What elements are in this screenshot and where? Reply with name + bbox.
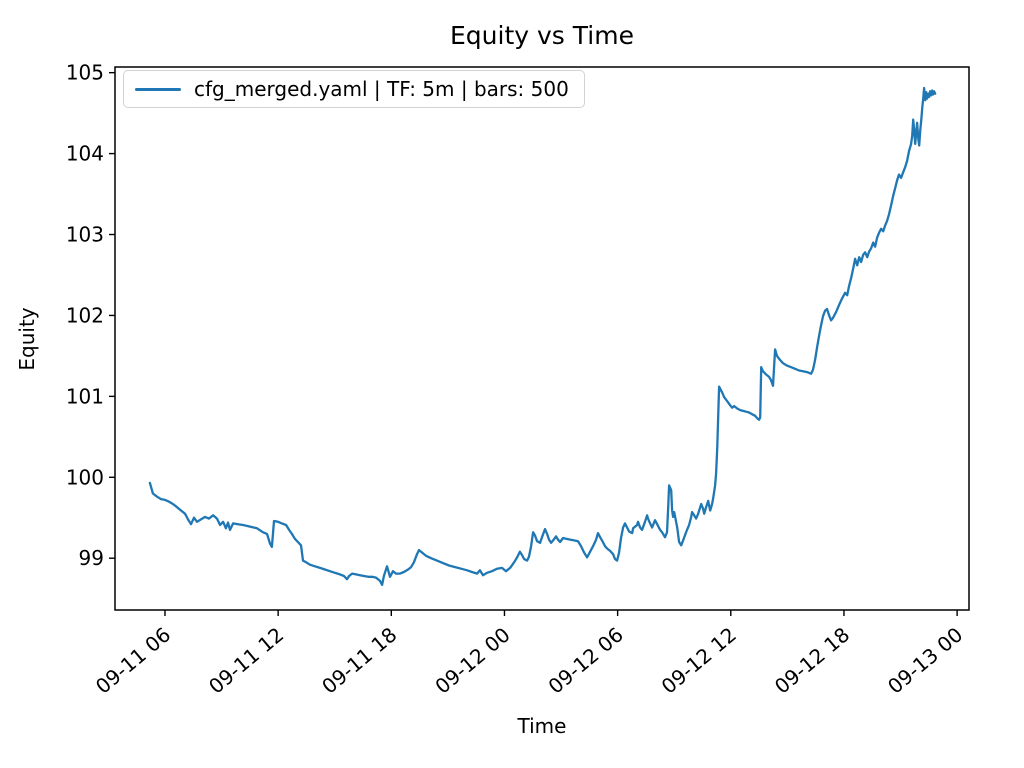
legend-label: cfg_merged.yaml | TF: 5m | bars: 500 bbox=[194, 77, 569, 101]
x-tick-label: 09-13 00 bbox=[883, 622, 967, 698]
plot-spines bbox=[114, 66, 970, 611]
x-tick-label: 09-12 06 bbox=[544, 622, 628, 698]
x-tick-label: 09-11 12 bbox=[204, 622, 288, 698]
x-tick-label: 09-11 06 bbox=[91, 622, 175, 698]
y-tick-label: 103 bbox=[66, 223, 104, 247]
x-axis-title: Time bbox=[517, 714, 567, 738]
y-tick-label: 101 bbox=[66, 384, 104, 408]
legend: cfg_merged.yaml | TF: 5m | bars: 500 bbox=[123, 70, 585, 108]
legend-line-sample bbox=[135, 87, 181, 91]
y-tick-label: 99 bbox=[79, 546, 104, 570]
x-tick-label: 09-11 18 bbox=[317, 622, 401, 698]
equity-line bbox=[148, 86, 937, 587]
y-tick-label: 105 bbox=[66, 61, 104, 85]
x-tick-label: 09-12 00 bbox=[430, 622, 514, 698]
y-tick-label: 100 bbox=[66, 465, 104, 489]
x-tick-label: 09-12 18 bbox=[770, 622, 854, 698]
chart-title: Equity vs Time bbox=[450, 21, 634, 50]
y-axis-title: Equity bbox=[15, 307, 39, 371]
y-tick-label: 102 bbox=[66, 303, 104, 327]
x-tick-label: 09-12 12 bbox=[657, 622, 741, 698]
y-tick-label: 104 bbox=[66, 142, 104, 166]
